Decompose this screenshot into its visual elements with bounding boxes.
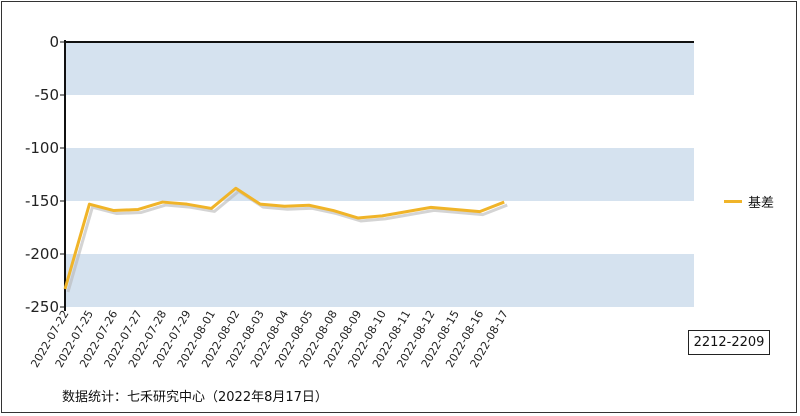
series-line	[63, 186, 505, 290]
y-tick-labels: 0 -50 -100 -150 -200 -250	[25, 33, 65, 316]
plot-band	[65, 201, 694, 254]
legend: 基差	[724, 192, 774, 211]
plot-band	[65, 42, 694, 95]
y-tick-label: 0	[49, 33, 59, 51]
source-note: 数据统计：七禾研究中心（2022年8月17日）	[62, 390, 328, 405]
contract-label-box: 2212-2209	[688, 330, 770, 355]
y-tick-label: -200	[25, 245, 59, 263]
legend-label: 基差	[748, 196, 775, 211]
plot-bands	[65, 42, 694, 307]
y-tick-label: -250	[25, 298, 59, 316]
y-tick-label: -50	[35, 86, 60, 104]
series-shadow	[66, 189, 508, 293]
y-tick-label: -100	[25, 139, 59, 157]
legend-swatch	[724, 200, 742, 203]
plot-band	[65, 95, 694, 148]
axes	[64, 40, 694, 311]
plot-band	[65, 148, 694, 201]
y-tick-label: -150	[25, 192, 59, 210]
plot-band	[65, 254, 694, 307]
x-tick-labels: 2022-07-222022-07-252022-07-262022-07-27…	[28, 308, 510, 370]
series-layer	[63, 186, 508, 293]
